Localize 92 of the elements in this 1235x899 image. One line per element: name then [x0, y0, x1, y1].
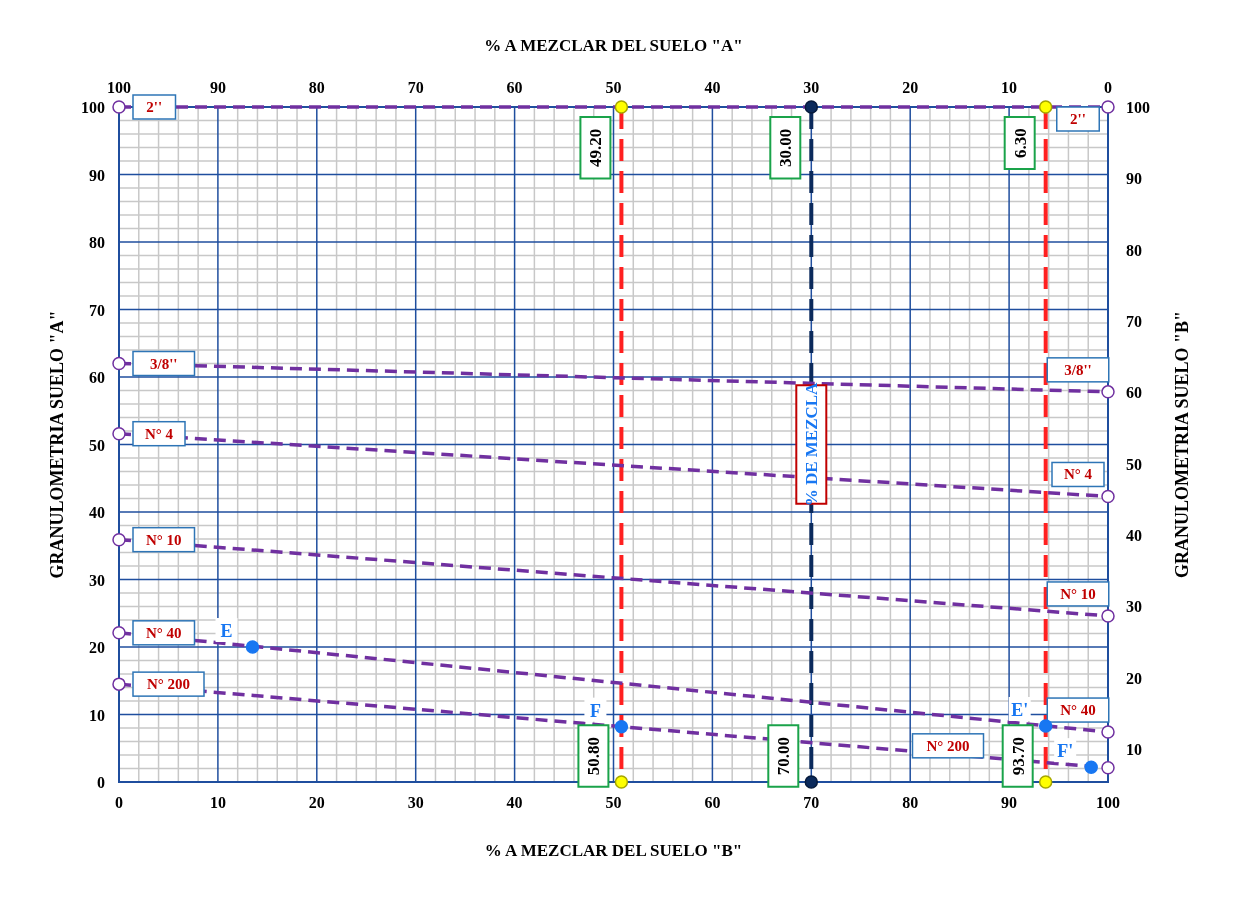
x2-tick-label: 40 [704, 79, 721, 96]
annotation: % DE MEZCLA [802, 381, 822, 507]
point [1101, 100, 1115, 114]
y2-tick-label: 70 [1126, 313, 1142, 331]
annotation: E' [1011, 699, 1029, 720]
y-axis-title: GRANULOMETRIA SUELO "A" [47, 310, 67, 579]
x2-tick-label: 100 [107, 79, 131, 96]
annotation: 30.00 [776, 128, 796, 167]
annotation: F [589, 700, 601, 721]
y2-tick-label: 40 [1126, 527, 1142, 545]
x-tick-label: 90 [1001, 794, 1018, 811]
point [112, 626, 126, 640]
x-tick-label: 70 [803, 794, 820, 811]
x2-axis-title: % A MEZCLAR DEL SUELO "A" [484, 36, 743, 55]
x2-tick-label: 10 [1001, 79, 1018, 96]
annotation: F' [1057, 741, 1074, 762]
x-tick-label: 100 [1096, 794, 1120, 811]
y-tick-label: 80 [89, 234, 105, 251]
point [1101, 761, 1115, 775]
point [614, 775, 629, 789]
point [614, 719, 629, 734]
series-label: N° 40 [145, 624, 182, 641]
y2-tick-label: 80 [1126, 241, 1142, 259]
point [1101, 489, 1115, 504]
point [1101, 609, 1115, 623]
y2-tick-label: 20 [1126, 669, 1142, 687]
y2-tick-label: 90 [1126, 170, 1142, 188]
point [614, 100, 629, 114]
y-tick-label: 40 [89, 504, 105, 521]
text: N° 200 [146, 676, 191, 693]
series-label: 2'' [146, 99, 163, 115]
y-tick-label: 0 [97, 774, 105, 791]
series-label: 3/8'' [149, 355, 178, 372]
point [1038, 100, 1053, 114]
x-tick-label: 0 [115, 794, 123, 811]
text: 3/8'' [1064, 361, 1092, 378]
point [1101, 385, 1115, 399]
series-label: N° 4 [144, 425, 174, 442]
point [112, 100, 126, 114]
x2-tick-label: 30 [803, 79, 820, 96]
ref-line-label: 93.70 [1008, 736, 1028, 776]
x2-tick-label: 90 [209, 79, 226, 96]
y-tick-label: 60 [89, 369, 105, 386]
point [1038, 775, 1053, 789]
y-tick-label: 20 [89, 639, 105, 656]
x2-tick-label: 0 [1104, 79, 1112, 96]
x-tick-label: 40 [506, 794, 523, 811]
y-tick-label: 50 [89, 436, 105, 454]
text: N° 10 [1060, 585, 1096, 602]
y-tick-label: 10 [89, 706, 105, 724]
x-tick-label: 50 [605, 794, 622, 811]
annotation: E [220, 621, 233, 641]
annotation: 49.20 [586, 128, 606, 167]
annotation: 6.30 [1010, 128, 1030, 158]
point [112, 426, 126, 441]
point [112, 532, 126, 547]
series-label: N° 10 [145, 531, 182, 548]
ref-line-label: 50.80 [584, 736, 604, 776]
x-tick-label: 10 [209, 794, 226, 811]
x-tick-label: 60 [704, 794, 721, 811]
x-tick-label: 30 [407, 794, 424, 811]
point [804, 100, 819, 114]
ref-line-label: 70.00 [774, 736, 794, 776]
y-tick-label: 30 [89, 571, 105, 589]
y-tick-label: 70 [89, 301, 105, 319]
y2-tick-label: 30 [1126, 598, 1142, 616]
point [804, 775, 819, 789]
point [1101, 725, 1115, 739]
series-label: N° 200 [926, 737, 970, 754]
point [1038, 719, 1053, 733]
x-tick-label: 20 [308, 794, 325, 811]
x2-tick-label: 80 [308, 79, 325, 96]
text: 2'' [1070, 111, 1086, 127]
y2-tick-label: 60 [1126, 384, 1142, 402]
y2-tick-label: 100 [1126, 99, 1150, 116]
point [1084, 760, 1098, 774]
y2-tick-label: 10 [1126, 741, 1142, 759]
y-tick-label: 90 [89, 166, 105, 184]
y2-axis-title: GRANULOMETRIA SUELO "B" [1172, 310, 1192, 579]
text: N° 40 [1060, 702, 1096, 719]
y-tick-label: 100 [81, 99, 105, 116]
x2-tick-label: 70 [407, 79, 424, 96]
point [245, 640, 260, 654]
text: N° 4 [1063, 466, 1093, 483]
x2-tick-label: 50 [605, 79, 622, 96]
point [112, 677, 126, 691]
y2-tick-label: 50 [1126, 455, 1142, 473]
x-tick-label: 80 [902, 794, 919, 811]
x2-tick-label: 20 [902, 79, 919, 96]
x2-tick-label: 60 [506, 79, 523, 96]
x-axis-title: % A MEZCLAR DEL SUELO "B" [484, 841, 743, 860]
point [112, 356, 126, 371]
